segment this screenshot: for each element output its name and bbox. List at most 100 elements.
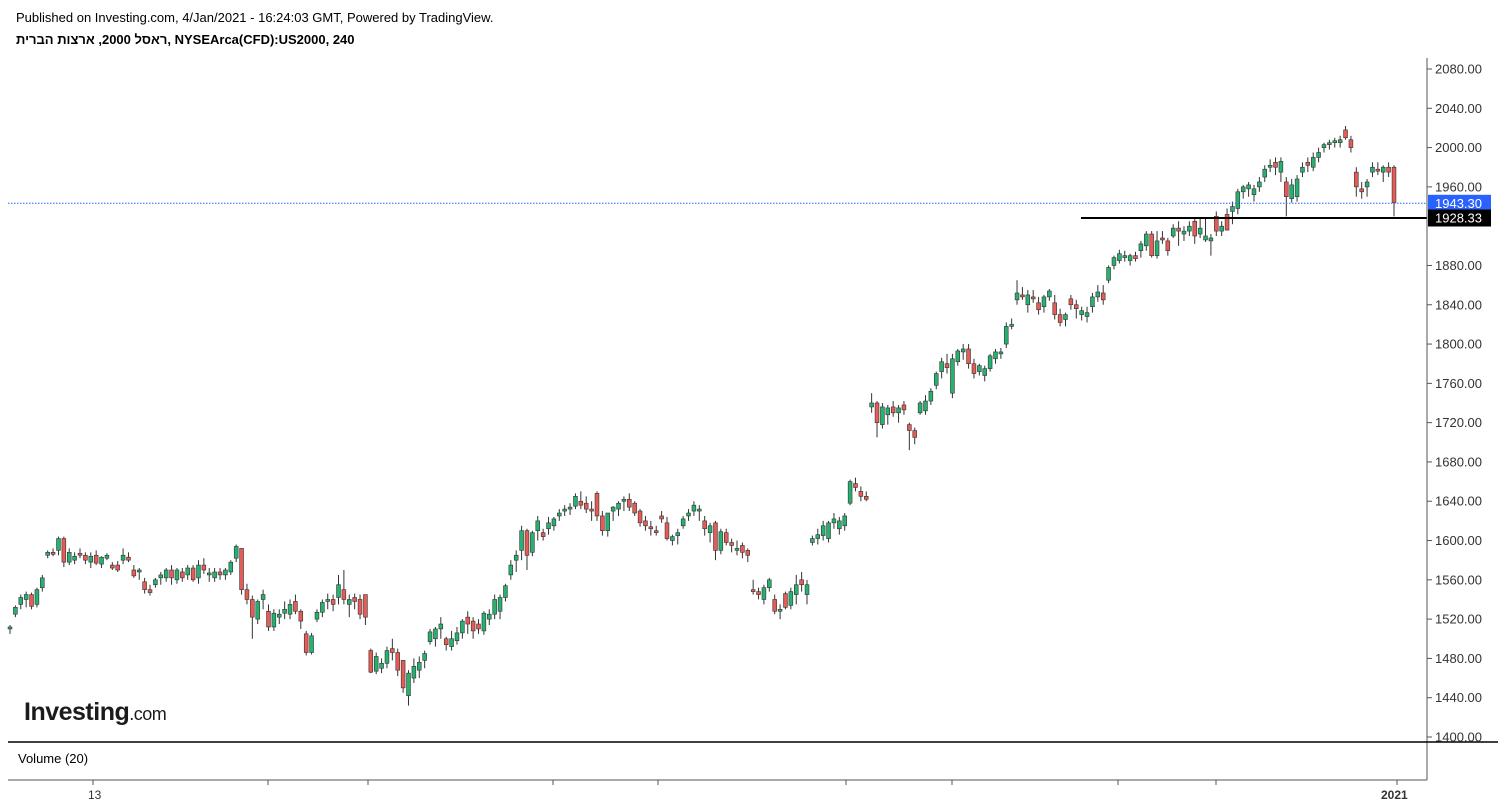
candle[interactable] [1391, 165, 1397, 217]
candle[interactable] [1321, 142, 1327, 153]
candle[interactable] [341, 570, 347, 605]
candle[interactable] [336, 574, 341, 605]
candle[interactable] [223, 568, 228, 580]
candle[interactable] [438, 617, 444, 639]
candle[interactable] [1262, 165, 1267, 182]
candle[interactable] [627, 493, 632, 512]
candle[interactable] [950, 353, 955, 399]
candle[interactable] [1133, 251, 1138, 262]
candle[interactable] [804, 579, 810, 605]
candle[interactable] [1176, 221, 1181, 246]
candle[interactable] [1025, 290, 1031, 313]
candle[interactable] [697, 505, 702, 521]
candle[interactable] [1063, 312, 1068, 327]
candle[interactable] [686, 509, 691, 521]
candle[interactable] [1041, 294, 1047, 313]
candle[interactable] [1197, 218, 1203, 238]
candle[interactable] [320, 599, 325, 618]
candle[interactable] [546, 516, 551, 535]
candle[interactable] [142, 577, 147, 594]
candle[interactable] [648, 520, 654, 536]
candle[interactable] [131, 565, 137, 578]
candle[interactable] [508, 560, 514, 580]
candle[interactable] [66, 548, 72, 566]
candle[interactable] [998, 347, 1004, 359]
candle[interactable] [944, 353, 950, 374]
candle[interactable] [352, 593, 357, 610]
candle[interactable] [880, 403, 885, 429]
candle[interactable] [535, 515, 540, 541]
candle[interactable] [1305, 157, 1311, 173]
candle[interactable] [740, 542, 745, 559]
candle[interactable] [767, 577, 772, 592]
candle[interactable] [1138, 240, 1144, 258]
candle[interactable] [1187, 221, 1192, 236]
candle[interactable] [1122, 250, 1127, 262]
candle[interactable] [928, 388, 934, 405]
candle[interactable] [1257, 177, 1262, 192]
candle[interactable] [427, 628, 433, 645]
candle[interactable] [923, 395, 928, 415]
candle[interactable] [212, 568, 217, 582]
candle[interactable] [955, 348, 961, 366]
candle[interactable] [1144, 231, 1149, 251]
candle[interactable] [487, 609, 492, 626]
candle[interactable] [530, 530, 535, 557]
candle[interactable] [594, 491, 600, 521]
candle[interactable] [1348, 135, 1354, 153]
candle[interactable] [718, 528, 724, 555]
candle[interactable] [1160, 231, 1165, 244]
candle[interactable] [960, 344, 966, 360]
candle[interactable] [1057, 308, 1063, 327]
candle[interactable] [600, 511, 605, 536]
candle[interactable] [605, 512, 610, 537]
candle[interactable] [255, 599, 260, 625]
candle[interactable] [77, 548, 83, 559]
candle[interactable] [1052, 294, 1057, 320]
candle[interactable] [1359, 181, 1364, 199]
candle[interactable] [207, 568, 212, 582]
candle[interactable] [1310, 152, 1316, 172]
candle[interactable] [562, 505, 567, 516]
candle[interactable] [406, 670, 411, 706]
candle[interactable] [632, 501, 637, 516]
volume-indicator-label[interactable]: Volume (20) [18, 751, 89, 766]
candle[interactable] [390, 638, 395, 661]
candle[interactable] [810, 535, 815, 546]
candle[interactable] [7, 625, 13, 634]
candle[interactable] [45, 550, 50, 559]
candle[interactable] [729, 538, 734, 553]
candle[interactable] [29, 592, 34, 610]
candle[interactable] [890, 401, 896, 417]
candle[interactable] [1170, 224, 1176, 238]
candle[interactable] [1386, 162, 1391, 178]
candle[interactable] [250, 595, 255, 639]
candle[interactable] [400, 660, 406, 693]
candle[interactable] [72, 552, 77, 565]
candle[interactable] [1208, 234, 1214, 256]
candle[interactable] [497, 594, 503, 620]
candle[interactable] [670, 534, 675, 546]
candle[interactable] [664, 516, 670, 541]
candle[interactable] [465, 611, 470, 634]
candle[interactable] [659, 511, 664, 523]
candle[interactable] [858, 486, 864, 502]
candle[interactable] [783, 591, 788, 610]
candle[interactable] [680, 515, 686, 529]
candle[interactable] [277, 609, 282, 625]
candle[interactable] [228, 560, 234, 575]
candle[interactable] [1294, 175, 1300, 202]
candle[interactable] [723, 528, 729, 546]
candle[interactable] [557, 509, 562, 521]
candle[interactable] [217, 568, 223, 580]
candle[interactable] [239, 548, 244, 595]
candle[interactable] [837, 516, 842, 535]
candle[interactable] [88, 552, 94, 569]
candle[interactable] [83, 552, 88, 565]
candle[interactable] [815, 528, 821, 545]
candle[interactable] [260, 589, 266, 610]
candle[interactable] [147, 584, 153, 596]
candle[interactable] [524, 528, 530, 570]
candle[interactable] [158, 571, 164, 585]
